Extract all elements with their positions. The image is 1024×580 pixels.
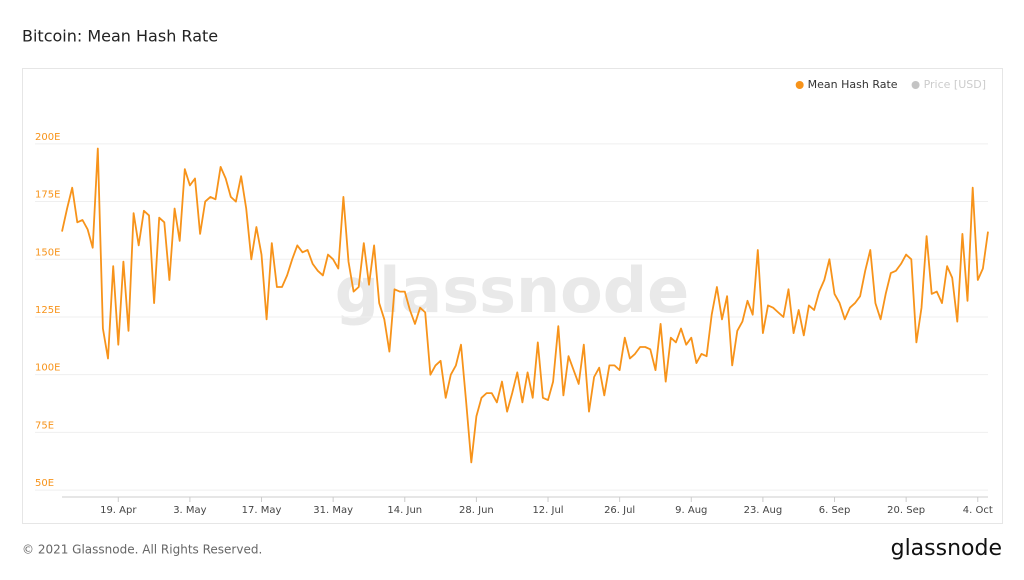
legend-label: Mean Hash Rate [808,78,898,91]
x-tick-label: 20. Sep [887,505,925,516]
y-tick-label: 175E [35,190,60,201]
line-series [61,147,989,464]
y-tick-label: 200E [35,132,60,143]
x-tick-label: 26. Jul [604,505,635,516]
legend-marker [795,81,804,89]
y-tick-label: 50E [35,478,54,489]
x-tick-label: 28. Jun [459,505,494,516]
x-tick-label: 4. Oct [963,505,993,516]
x-tick-label: 6. Sep [819,505,851,516]
legend-marker [911,81,920,89]
x-tick-label: 14. Jun [387,505,422,516]
y-tick-label: 125E [35,305,60,316]
footer: © 2021 Glassnode. All Rights Reserved. [22,543,262,557]
logo: glassnode [891,536,1002,561]
legend-label: Price [USD] [924,78,986,91]
y-tick-label: 100E [35,363,60,374]
watermark: glassnode [335,254,689,327]
y-tick-label: 150E [35,247,60,258]
x-tick-label: 19. Apr [100,505,137,516]
y-tick-label: 75E [35,420,54,431]
x-tick-label: 17. May [242,505,282,516]
x-tick-label: 31. May [313,505,353,516]
x-tick-label: 23. Aug [744,505,783,516]
x-tick-label: 3. May [173,505,206,516]
x-tick-label: 9. Aug [675,505,707,516]
x-tick-label: 12. Jul [532,505,563,516]
chart-title: Bitcoin: Mean Hash Rate [22,27,218,46]
